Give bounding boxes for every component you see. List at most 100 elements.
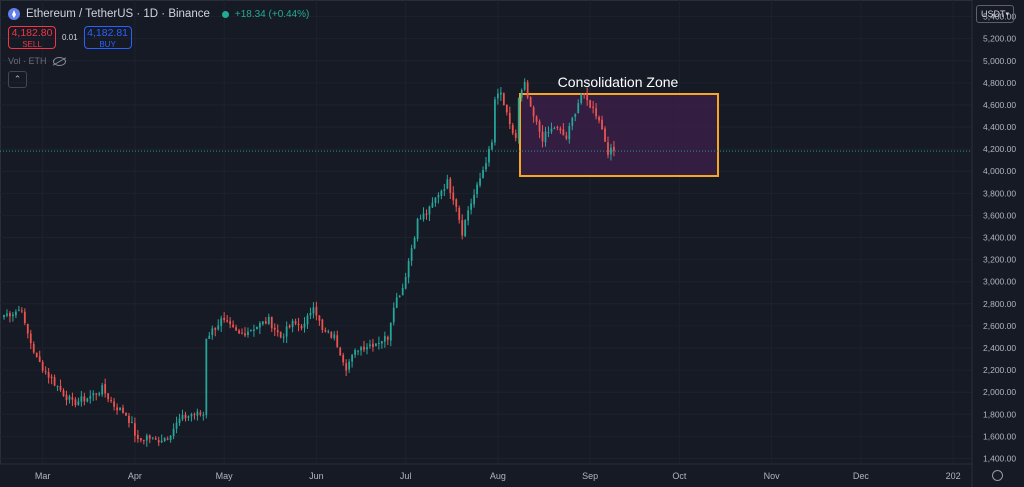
candle-body	[535, 116, 538, 122]
candle-body	[372, 343, 374, 347]
candle-body	[476, 184, 478, 195]
candle-body	[532, 107, 535, 117]
candle-body	[303, 323, 306, 328]
candle-body	[431, 202, 434, 208]
candle-body	[59, 386, 62, 391]
candle-body	[214, 327, 217, 330]
candle-body	[15, 311, 17, 316]
candle-body	[193, 413, 196, 415]
candle-body	[41, 361, 44, 371]
sell-price: 4,182.80	[11, 27, 53, 39]
candle-body	[23, 311, 26, 323]
candle-body	[419, 218, 422, 220]
volume-label: Vol · ETH	[8, 56, 47, 66]
candle-body	[473, 194, 475, 205]
candle-body	[131, 422, 133, 424]
symbol-title[interactable]: Ethereum / TetherUS · 1D · Binance	[26, 8, 210, 20]
candle-body	[273, 327, 276, 330]
candle-body	[29, 333, 32, 344]
candle-body	[62, 390, 65, 396]
candle-body	[122, 407, 124, 414]
candle-body	[300, 326, 303, 329]
candle-body	[550, 128, 553, 132]
hide-eye-icon[interactable]	[52, 56, 66, 66]
candle-body	[175, 422, 178, 429]
candle-body	[482, 170, 484, 178]
candle-body	[610, 147, 612, 155]
sell-button[interactable]: 4,182.80 SELL	[8, 26, 56, 49]
market-status-icon	[221, 10, 229, 18]
candle-body	[92, 393, 95, 396]
time-tick-label: Dec	[853, 471, 870, 481]
candle-body	[116, 407, 118, 411]
candle-body	[142, 440, 145, 442]
candle-body	[434, 197, 437, 203]
candlesticks	[3, 78, 615, 447]
candle-body	[404, 277, 407, 289]
candle-body	[104, 384, 107, 394]
candle-body	[86, 398, 89, 402]
sell-label: SELL	[22, 40, 42, 49]
candle-body	[178, 418, 181, 423]
candle-body	[125, 412, 127, 416]
candle-body	[395, 297, 398, 308]
price-tick-label: 2,400.00	[983, 343, 1016, 353]
candle-body	[464, 220, 467, 237]
candle-body	[529, 97, 532, 107]
candle-body	[74, 399, 77, 406]
time-tick-label: Oct	[672, 471, 687, 481]
candle-body	[110, 399, 113, 401]
chevron-down-icon: ▾	[1005, 11, 1010, 18]
currency-select[interactable]: USDT ▾	[976, 5, 1014, 23]
candle-body	[26, 324, 29, 334]
candle-body	[574, 113, 577, 117]
candle-body	[377, 343, 380, 345]
price-tick-label: 2,000.00	[983, 387, 1016, 397]
candle-body	[383, 336, 386, 342]
candle-body	[166, 438, 169, 440]
settings-gear-icon[interactable]	[992, 470, 1003, 481]
candle-body	[35, 352, 38, 357]
candle-body	[181, 414, 184, 420]
candle-body	[276, 330, 279, 333]
candle-body	[309, 312, 312, 316]
price-tick-label: 5,000.00	[983, 56, 1016, 66]
candle-body	[613, 146, 615, 151]
candle-body	[148, 435, 151, 439]
candle-body	[229, 320, 232, 325]
candle-body	[184, 414, 187, 419]
candle-body	[440, 190, 443, 196]
consolidation-zone-box	[519, 93, 719, 177]
price-tick-label: 3,400.00	[983, 233, 1016, 243]
candle-body	[580, 94, 583, 103]
candle-body	[586, 93, 589, 101]
buy-button[interactable]: 4,182.81 BUY	[83, 26, 132, 49]
candle-body	[83, 396, 86, 402]
candle-body	[253, 329, 255, 332]
candle-body	[511, 124, 514, 134]
candle-body	[392, 307, 395, 323]
candle-body	[172, 428, 175, 437]
candle-body	[267, 316, 270, 325]
candle-body	[416, 218, 419, 239]
candle-body	[407, 260, 410, 278]
collapse-legend-button[interactable]: ⌃	[8, 71, 27, 88]
candle-body	[250, 329, 252, 331]
candle-body	[425, 213, 428, 215]
candle-body	[68, 396, 71, 400]
candle-body	[339, 347, 342, 356]
candle-body	[77, 401, 80, 405]
consolidation-zone-label: Consolidation Zone	[558, 74, 679, 90]
price-tick-label: 4,800.00	[983, 78, 1016, 88]
candle-body	[187, 416, 190, 418]
consolidation-zone: Consolidation Zone	[519, 74, 719, 177]
price-tick-label: 5,200.00	[983, 34, 1016, 44]
price-tick-label: 4,200.00	[983, 144, 1016, 154]
candle-body	[598, 116, 600, 121]
candle-body	[461, 220, 464, 236]
candle-body	[199, 412, 202, 415]
candle-body	[357, 350, 359, 352]
candle-body	[65, 394, 68, 401]
candle-body	[452, 192, 455, 201]
